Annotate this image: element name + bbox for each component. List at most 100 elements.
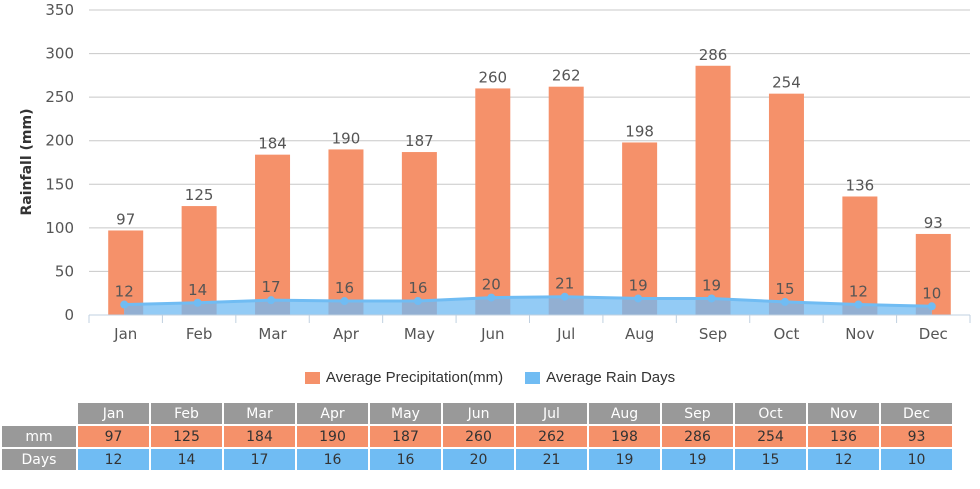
precipitation-value-label: 187 (405, 132, 434, 150)
rain-days-value-label: 20 (482, 276, 501, 294)
bar-area-overlap (124, 296, 932, 315)
legend-swatch-precipitation (304, 371, 320, 384)
table-header-cell: Feb (151, 403, 222, 424)
legend-label-rain-days: Average Rain Days (546, 369, 676, 386)
rain-days-point[interactable] (560, 292, 569, 301)
overlap-region (768, 301, 804, 315)
table-header-cell: Dec (881, 403, 952, 424)
precipitation-bar[interactable] (475, 88, 511, 315)
legend: Average Precipitation(mm) Average Rain D… (0, 369, 980, 386)
x-tick-label: Jul (556, 325, 575, 343)
rain-days-point[interactable] (120, 300, 129, 309)
table-cell-mm: 187 (370, 426, 441, 447)
rain-days-value-label: 15 (775, 280, 794, 298)
table-cell-days: 17 (224, 449, 295, 470)
table-header-cell: Jan (78, 403, 149, 424)
x-tick-label: Jun (480, 325, 504, 343)
table-cell-mm: 136 (808, 426, 879, 447)
precipitation-bar[interactable] (915, 233, 951, 315)
rain-days-value-label: 19 (629, 276, 648, 294)
row-header-days: Days (2, 449, 76, 470)
table-cell-mm: 262 (516, 426, 587, 447)
rain-days-point[interactable] (267, 296, 276, 305)
precipitation-bar[interactable] (695, 65, 731, 316)
precipitation-bar[interactable] (622, 142, 658, 315)
table-cell-mm: 254 (735, 426, 806, 447)
table-cell-mm: 125 (151, 426, 222, 447)
rain-days-line (120, 292, 936, 311)
x-axis: Jan Feb Mar Apr May Jun Jul Aug Sep Oct Nov Dec (88, 314, 971, 343)
y-tick-label: 250 (45, 88, 74, 106)
overlap-region (622, 298, 658, 315)
precipitation-value-label: 260 (478, 68, 507, 86)
table-cell-days: 12 (808, 449, 879, 470)
grid-lines (89, 9, 970, 272)
rain-days-point[interactable] (707, 294, 716, 303)
table-cell-days: 10 (881, 449, 952, 470)
overlap-region (255, 300, 291, 315)
precipitation-bar[interactable] (548, 86, 584, 315)
rain-days-point[interactable] (854, 300, 863, 309)
precipitation-value-label: 262 (552, 67, 581, 85)
x-tick-label: Aug (625, 325, 654, 343)
precipitation-bar[interactable] (768, 93, 804, 316)
x-tick-label: Mar (258, 325, 287, 343)
legend-item-precipitation[interactable]: Average Precipitation(mm) (304, 369, 503, 386)
precipitation-value-label: 198 (625, 122, 654, 140)
y-tick-label: 100 (45, 219, 74, 237)
precipitation-value-label: 286 (699, 46, 728, 64)
row-header-mm: mm (2, 426, 76, 447)
precipitation-bar[interactable] (181, 206, 217, 315)
y-tick-label: 50 (55, 262, 74, 280)
overlap-region (328, 300, 364, 315)
overlap-region (475, 297, 511, 315)
legend-item-rain-days[interactable]: Average Rain Days (525, 369, 675, 386)
rain-days-point[interactable] (634, 294, 643, 303)
table-cell-mm: 286 (662, 426, 733, 447)
rain-days-point[interactable] (927, 302, 936, 311)
precipitation-bar[interactable] (401, 152, 437, 315)
x-tick-label: Apr (333, 325, 360, 343)
table-cell-days: 19 (662, 449, 733, 470)
rain-days-value-label: 12 (849, 283, 868, 301)
precipitation-bar[interactable] (328, 149, 364, 315)
overlap-region (842, 303, 878, 315)
rainfall-chart: 0 50 100 150 200 250 300 350 Rainfall (mm) Jan F… (19, 1, 971, 343)
rain-days-value-label: 17 (261, 278, 280, 296)
table-header-cell: Aug (589, 403, 660, 424)
rain-days-point[interactable] (780, 297, 789, 306)
precipitation-value-label: 97 (116, 210, 135, 228)
precipitation-value-label: 125 (185, 186, 214, 204)
table-cell-mm: 184 (224, 426, 295, 447)
table-header-cell: Oct (735, 403, 806, 424)
precipitation-bar[interactable] (842, 196, 878, 315)
x-tick-label: Dec (919, 325, 948, 343)
rain-days-value-label: 21 (555, 275, 574, 293)
table-cell-days: 14 (151, 449, 222, 470)
y-tick-label: 200 (45, 132, 74, 150)
y-tick-label: 350 (45, 1, 74, 19)
table-cell-days: 20 (443, 449, 514, 470)
table-cell-days: 19 (589, 449, 660, 470)
y-tick-label: 150 (45, 175, 74, 193)
overlap-region (915, 305, 932, 315)
table-cell-mm: 93 (881, 426, 952, 447)
overlap-region (401, 300, 437, 315)
precipitation-bars (108, 65, 951, 316)
rain-days-point[interactable] (487, 293, 496, 302)
table-header-cell: Jul (516, 403, 587, 424)
table-cell-days: 21 (516, 449, 587, 470)
data-table: Jan Feb Mar Apr May Jun Jul Aug Sep Oct Nov Dec mm … (0, 401, 954, 472)
rain-days-point[interactable] (193, 298, 202, 307)
rain-days-point[interactable] (340, 297, 349, 306)
x-tick-label: Sep (699, 325, 727, 343)
table-cell-mm: 97 (78, 426, 149, 447)
rain-days-point[interactable] (413, 297, 422, 306)
rain-days-value-label: 19 (702, 276, 721, 294)
precipitation-bar[interactable] (255, 154, 291, 315)
overlap-region (181, 302, 217, 315)
table-corner (2, 403, 76, 424)
rain-days-value-label: 10 (922, 284, 941, 302)
rain-days-value-label: 14 (188, 281, 207, 299)
precipitation-value-label: 184 (258, 135, 287, 153)
